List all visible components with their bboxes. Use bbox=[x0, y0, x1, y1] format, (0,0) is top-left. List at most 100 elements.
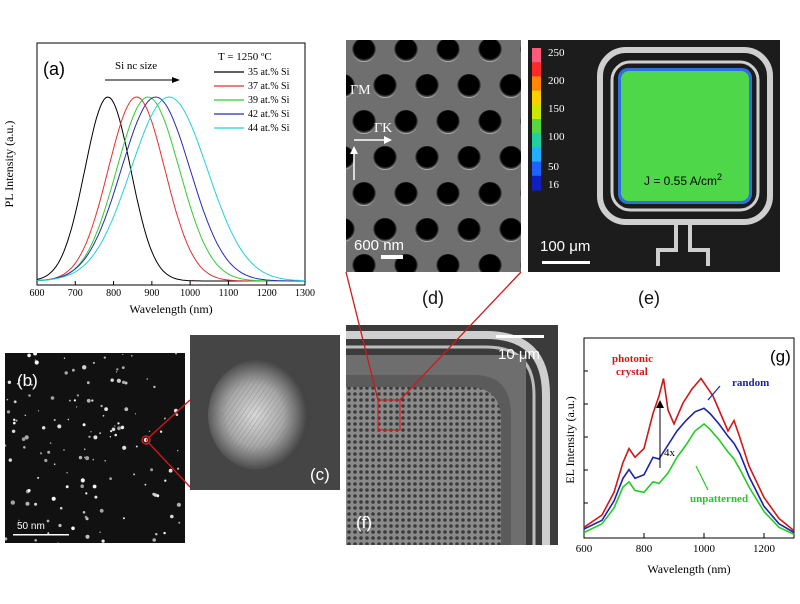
scalebar-label-d: 600 nm bbox=[354, 237, 404, 254]
nanocrystal-speck bbox=[18, 519, 20, 522]
inner-contact-ring bbox=[610, 60, 760, 212]
nanocrystal-speck bbox=[86, 381, 90, 385]
pl-x-tick-label: 600 bbox=[30, 288, 45, 299]
nanocrystal-speck bbox=[155, 533, 158, 536]
el-x-tick-label: 1000 bbox=[693, 543, 716, 555]
nanocrystal-speck bbox=[122, 445, 127, 450]
pl-legend-entry: 35 at.% Si bbox=[248, 67, 290, 78]
air-hole bbox=[457, 146, 481, 170]
nanocrystal-speck bbox=[135, 445, 138, 448]
nanocrystal-speck bbox=[16, 382, 19, 385]
nanocrystal-speck bbox=[44, 458, 48, 463]
colorbar-tick-label: 250 bbox=[548, 47, 565, 59]
panel-label-d: (d) bbox=[422, 288, 444, 308]
air-hole bbox=[373, 218, 397, 242]
air-hole bbox=[436, 40, 460, 62]
nanocrystal-speck bbox=[177, 450, 179, 452]
sem-device-overview: 10 μm (f) bbox=[346, 325, 558, 545]
hole-lattice bbox=[346, 40, 521, 272]
nanocrystal-speck bbox=[6, 410, 11, 414]
pl-legend-entry: 37 at.% Si bbox=[248, 81, 290, 92]
air-hole bbox=[394, 182, 418, 206]
nanocrystal-speck bbox=[6, 398, 9, 401]
nanocrystal-speck bbox=[86, 398, 91, 403]
nanocrystal-speck bbox=[177, 467, 180, 470]
nanocrystal-speck bbox=[122, 517, 125, 520]
nanocrystal-speck bbox=[37, 410, 40, 412]
nanocrystal-speck bbox=[34, 360, 39, 365]
nanocrystal-speck bbox=[88, 435, 91, 438]
nanocrystal-speck bbox=[117, 422, 120, 425]
selected-nanocrystal bbox=[143, 437, 149, 443]
nanocrystal-speck bbox=[42, 426, 46, 430]
pl-x-tick-label: 700 bbox=[68, 288, 83, 299]
nanocrystal-speck bbox=[7, 380, 12, 384]
nanocrystal-speck bbox=[101, 539, 105, 543]
nanocrystal-speck bbox=[173, 408, 178, 413]
nanocrystal-speck bbox=[67, 418, 69, 421]
scalebar-f bbox=[496, 335, 544, 338]
el-x-tick-label: 800 bbox=[636, 543, 653, 555]
nanocrystal-speck bbox=[72, 368, 75, 372]
nanocrystal-speck bbox=[23, 446, 26, 449]
pl-legend-entry: 44 at.% Si bbox=[248, 123, 290, 134]
pl-y-axis-label: PL Intensity (a.u.) bbox=[2, 121, 16, 208]
pl-x-tick-label: 1000 bbox=[180, 288, 200, 299]
pl-x-axis-label: Wavelength (nm) bbox=[129, 302, 212, 316]
nanocrystal-speck bbox=[153, 493, 157, 497]
nanocrystal-speck bbox=[78, 455, 83, 460]
nanocrystal-speck bbox=[100, 404, 103, 408]
nanocrystal-speck bbox=[84, 515, 88, 519]
pl-x-tick-label: 800 bbox=[106, 288, 121, 299]
air-hole bbox=[352, 254, 376, 272]
air-hole bbox=[346, 74, 355, 98]
air-hole bbox=[499, 146, 521, 170]
air-hole bbox=[499, 218, 521, 242]
nanocrystal-speck bbox=[115, 371, 118, 373]
pl-series-2 bbox=[37, 96, 305, 282]
nanocrystal-speck bbox=[131, 355, 133, 357]
pl-annotation: Si nc size bbox=[115, 60, 157, 72]
nanocrystal-speck bbox=[24, 435, 29, 440]
contact-lead bbox=[656, 222, 710, 266]
el-emission-map: 250 200 150 100 50 16 J = 0.55 A/cm2 100 μm bbox=[528, 40, 780, 272]
scalebar-d bbox=[381, 255, 403, 259]
nanocrystal-speck bbox=[13, 421, 16, 425]
gk-arrowhead bbox=[384, 136, 392, 144]
air-hole bbox=[457, 218, 481, 242]
colorbar-segment bbox=[532, 147, 541, 163]
air-hole bbox=[436, 254, 460, 272]
current-density-text: J = 0.55 A/cm2 bbox=[644, 172, 722, 188]
colorbar-tick-label: 150 bbox=[548, 103, 565, 115]
si-size-arrowhead bbox=[172, 77, 180, 83]
nanocrystal-speck bbox=[5, 444, 7, 447]
nanocrystal-speck bbox=[73, 399, 76, 402]
nanocrystal-speck bbox=[66, 472, 68, 474]
nanocrystal-speck bbox=[114, 433, 117, 437]
nanocrystal-speck bbox=[99, 508, 104, 513]
nanocrystal-speck bbox=[168, 468, 173, 473]
air-hole bbox=[520, 45, 521, 55]
nanocrystal-speck bbox=[146, 378, 149, 380]
colorbar-tick-label: 200 bbox=[548, 75, 565, 87]
air-hole bbox=[478, 254, 502, 272]
pl-curves bbox=[36, 96, 306, 282]
nanocrystal-speck bbox=[124, 407, 129, 412]
nanocrystal-speck bbox=[103, 356, 106, 359]
scalebar-label-f: 10 μm bbox=[498, 346, 540, 363]
el-curves bbox=[583, 377, 795, 536]
nanocrystal-speck bbox=[24, 414, 27, 417]
photonic-crystal-region bbox=[346, 387, 501, 545]
nanocrystal-speck bbox=[18, 379, 21, 382]
nanocrystal-speck bbox=[57, 542, 59, 543]
nanocrystal-speck bbox=[58, 523, 62, 528]
nanocrystal-speck bbox=[116, 378, 121, 383]
nanocrystal-speck bbox=[91, 399, 94, 402]
nanocrystal-speck bbox=[114, 425, 116, 427]
nanocrystal-speck bbox=[109, 477, 112, 480]
air-hole bbox=[352, 40, 376, 62]
colorbar-segment bbox=[532, 62, 541, 77]
pl-series-3 bbox=[36, 96, 305, 282]
panel-label-b: (b) bbox=[17, 371, 38, 390]
nanocrystal-speck bbox=[133, 473, 136, 476]
